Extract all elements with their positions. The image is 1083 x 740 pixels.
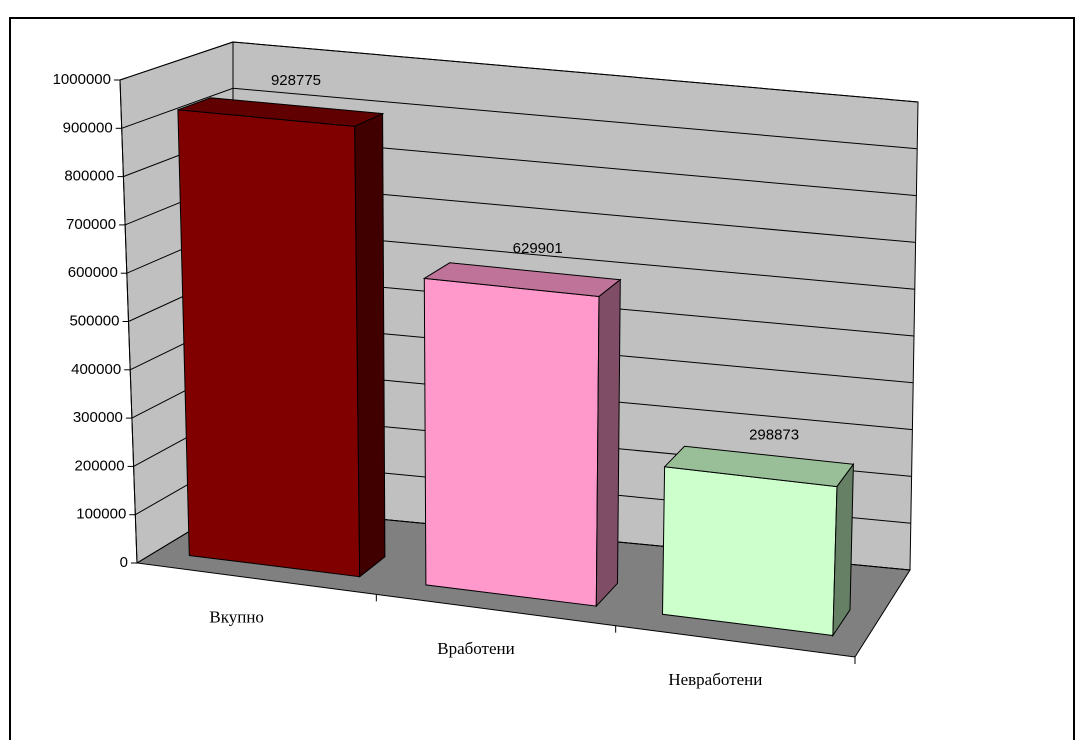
bar-side: [354, 112, 386, 578]
y-tick-label: 800000: [64, 168, 114, 185]
bar-side: [595, 278, 621, 608]
x-tick-label: Невработени: [668, 670, 762, 689]
grid-line: [121, 87, 918, 150]
y-tick-label: 700000: [66, 216, 116, 233]
y-tick-label: 100000: [76, 506, 126, 523]
bar-front: [661, 466, 838, 637]
bar-side: [832, 462, 854, 638]
y-tick-label: 900000: [63, 119, 113, 136]
x-tick-label: Вработени: [437, 639, 514, 658]
bar-front: [177, 109, 361, 578]
bar-front: [423, 277, 600, 607]
x-tick-label: Вкупно: [209, 608, 264, 627]
value-label: 928775: [271, 72, 321, 89]
y-tick-label: 0: [120, 554, 128, 571]
value-label: 629901: [513, 240, 563, 257]
y-tick-label: 500000: [69, 312, 119, 329]
y-tick-label: 400000: [71, 361, 121, 378]
y-axis: [119, 79, 138, 564]
value-label: 298873: [749, 427, 799, 444]
y-tick-label: 1000000: [53, 71, 111, 88]
y-tick-label: 200000: [75, 457, 125, 474]
grid-line: [119, 41, 919, 103]
y-tick-label: 300000: [73, 409, 123, 426]
y-tick-label: 600000: [68, 264, 118, 281]
